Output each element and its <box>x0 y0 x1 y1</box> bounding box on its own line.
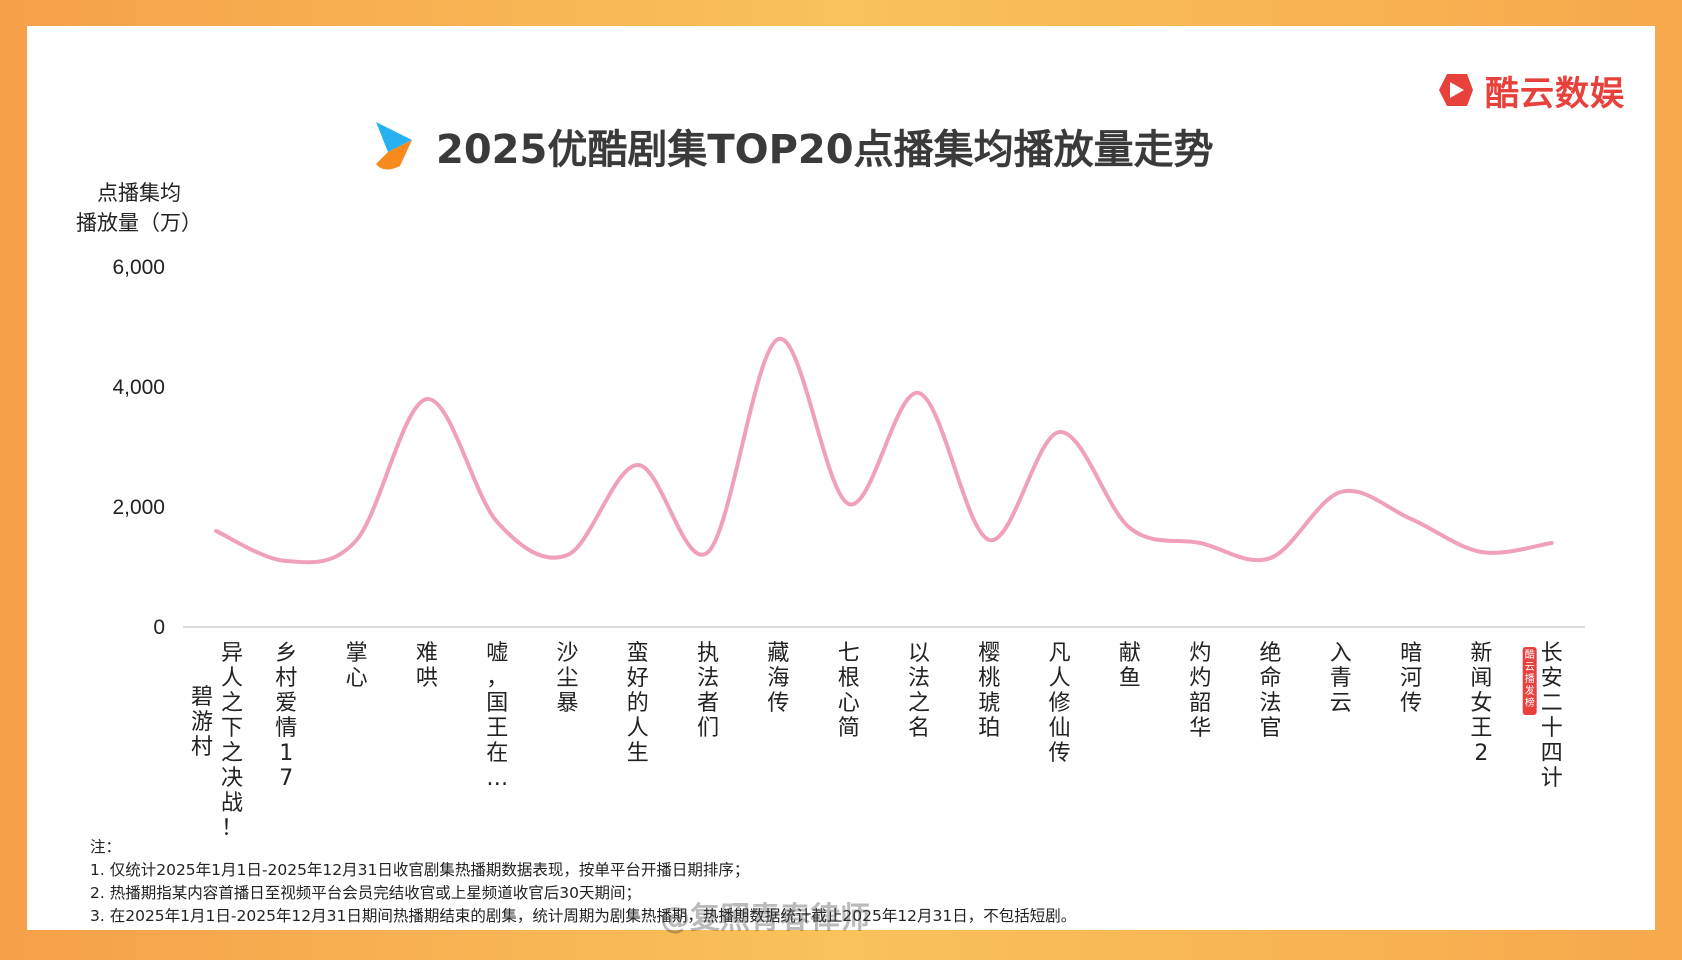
y-axis-label: 点播集均 播放量（万） <box>64 178 214 238</box>
x-tick-label: 沙尘暴 <box>556 641 578 716</box>
y-axis-label-line1: 点播集均 <box>97 181 181 205</box>
x-tick-label: 樱桃琥珀 <box>978 641 1000 741</box>
y-tick-label: 0 <box>153 616 165 639</box>
x-tick-label: 入青云 <box>1330 641 1352 716</box>
x-tick-label: 新闻女王 2 <box>1470 641 1492 766</box>
x-tick-label: 乡村爱情 1 7 <box>275 641 297 791</box>
x-tick-label: 异人之下之决战！ <box>221 641 243 841</box>
ranking-badge <box>1522 647 1537 715</box>
y-tick-label: 6,000 <box>112 256 165 279</box>
x-tick-label: 灼灼韶华 <box>1189 641 1211 741</box>
footnote-1: 1. 仅统计2025年1月1日-2025年12月31日收官剧集热播期数据表现，按… <box>90 861 750 879</box>
x-tick-label: 执法者们 <box>697 641 719 741</box>
brand-logo: 酷云数娱 <box>1433 64 1625 116</box>
x-tick-label: 绝命法官 <box>1259 641 1281 741</box>
x-tick-label: 蛮好的人生 <box>627 641 649 766</box>
y-axis-label-line2: 播放量（万） <box>76 211 202 235</box>
x-tick-label: 藏海传 <box>767 641 789 716</box>
brand-play-icon <box>1439 74 1473 106</box>
youku-logo-icon <box>376 122 412 170</box>
brand-name: 酷云数娱 <box>1485 73 1625 114</box>
x-tick-label: 难哄 <box>416 641 438 691</box>
y-tick-label: 4,000 <box>112 376 165 399</box>
x-tick-label: 嘘，国王在… <box>486 641 508 791</box>
ranking-badge-text: 酷云播发榜 <box>1525 649 1535 709</box>
chart-title: 2025优酷剧集TOP20点播集均播放量走势 <box>436 127 1214 173</box>
x-tick-label: 掌心 <box>346 641 368 691</box>
x-tick-label: 暗河传 <box>1400 641 1422 716</box>
chart-card <box>27 26 1655 930</box>
footnote-header: 注： <box>90 838 122 856</box>
x-tick-label: 献鱼 <box>1119 641 1141 691</box>
footnotes: 注： 1. 仅统计2025年1月1日-2025年12月31日收官剧集热播期数据表… <box>90 836 1076 928</box>
x-tick-label: 碧游村 <box>191 685 213 760</box>
y-tick-label: 2,000 <box>112 496 165 519</box>
series-line <box>214 336 1554 565</box>
title-block: 2025优酷剧集TOP20点播集均播放量走势 <box>370 112 1214 180</box>
x-tick-label: 凡人修仙传 <box>1049 641 1071 766</box>
x-tick-label: 长安二十四计 <box>1541 641 1563 791</box>
x-tick-label: 七根心简 <box>838 641 860 741</box>
footnote-2: 2. 热播期指某内容首播日至视频平台会员完结收官或上星频道收官后30天期间； <box>90 884 641 902</box>
weibo-watermark: @复照青春律师 <box>660 901 870 936</box>
footnote-3: 3. 在2025年1月1日-2025年12月31日期间热播期结束的剧集，统计周期… <box>90 907 1077 925</box>
x-tick-label: 以法之名 <box>908 641 930 741</box>
